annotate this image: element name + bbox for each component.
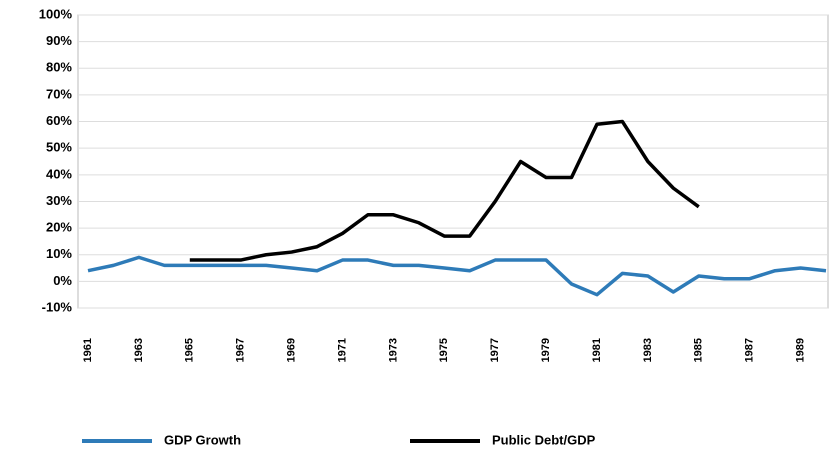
legend-label: GDP Growth [164,432,241,447]
y-tick-label: 100% [39,6,73,21]
x-tick-label: 1985 [693,338,705,362]
x-tick-label: 1963 [133,338,145,362]
y-tick-label: 90% [46,33,72,48]
y-tick-label: 80% [46,60,72,75]
y-tick-label: 0% [53,273,72,288]
x-tick-label: 1965 [184,338,196,362]
y-tick-label: 30% [46,193,72,208]
y-tick-label: 70% [46,86,72,101]
y-tick-label: -10% [42,299,73,314]
x-tick-label: 1977 [489,338,501,362]
x-tick-label: 1981 [591,338,603,362]
y-tick-label: 40% [46,166,72,181]
x-tick-label: 1987 [744,338,756,362]
x-tick-label: 1971 [336,338,348,362]
legend-label: Public Debt/GDP [492,432,596,447]
x-tick-label: 1979 [540,338,552,362]
x-tick-label: 1989 [794,338,806,362]
x-tick-label: 1961 [82,338,94,362]
line-series [189,119,700,262]
y-tick-label: 20% [46,220,72,235]
x-tick-label: 1983 [642,338,654,362]
x-tick-label: 1973 [387,338,399,362]
x-tick-label: 1967 [235,338,247,362]
x-tick-label: 1969 [285,338,297,362]
y-tick-label: 10% [46,246,72,261]
y-tick-label: 60% [46,113,72,128]
x-tick-label: 1975 [438,338,450,362]
line-series [87,255,827,297]
y-tick-label: 50% [46,140,72,155]
